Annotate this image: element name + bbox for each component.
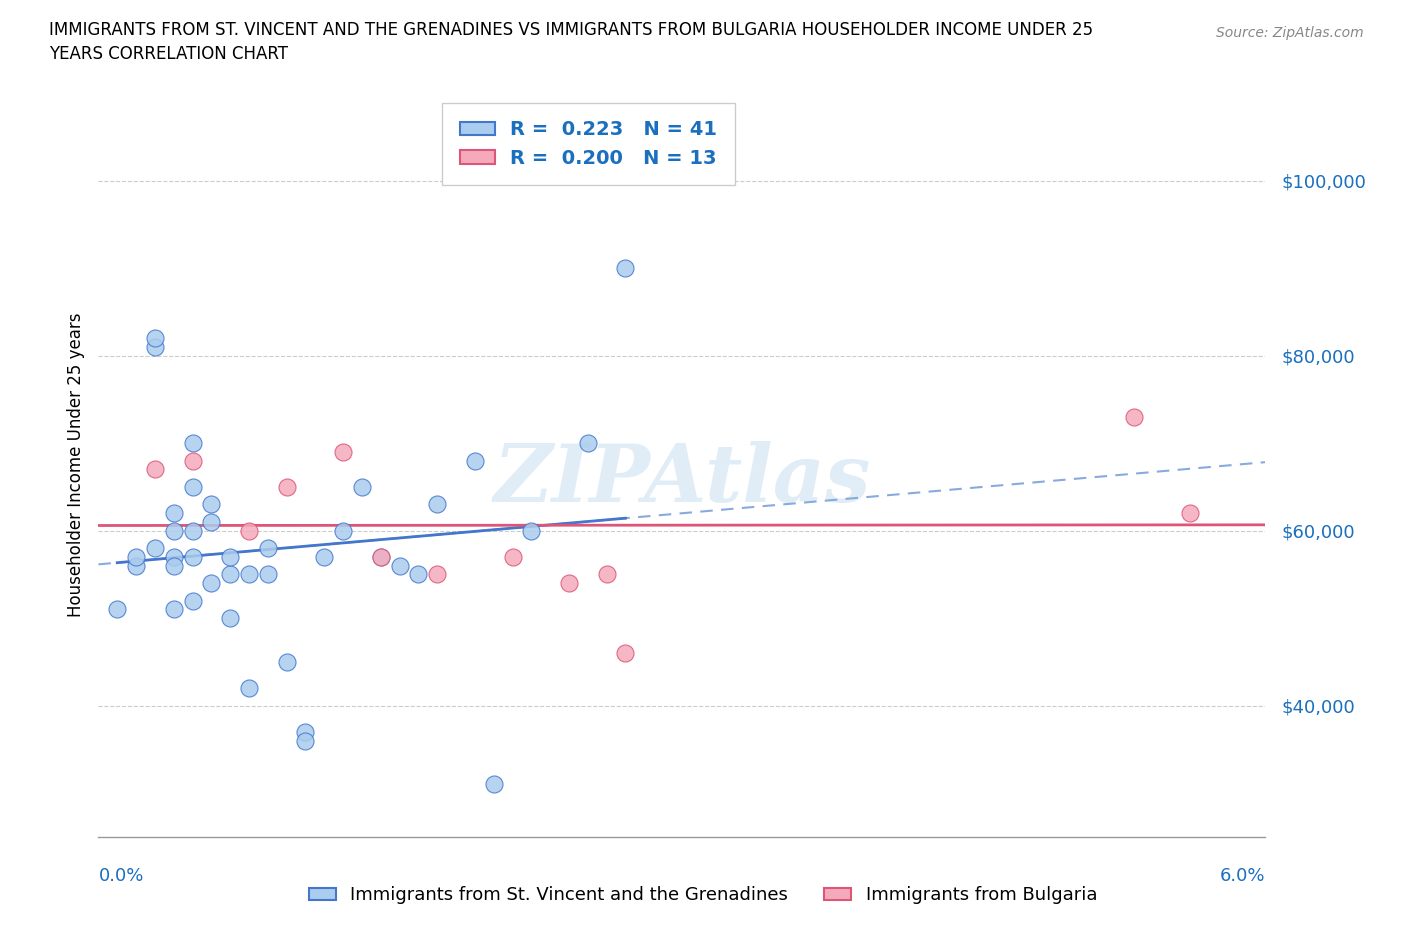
Point bbox=[219, 550, 242, 565]
Point bbox=[520, 524, 543, 538]
Point bbox=[181, 550, 204, 565]
Point bbox=[294, 733, 316, 748]
Point bbox=[256, 540, 278, 555]
Point bbox=[238, 567, 260, 582]
Point bbox=[614, 645, 637, 660]
Point bbox=[219, 611, 242, 626]
Legend: Immigrants from St. Vincent and the Grenadines, Immigrants from Bulgaria: Immigrants from St. Vincent and the Gren… bbox=[301, 879, 1105, 911]
Text: Source: ZipAtlas.com: Source: ZipAtlas.com bbox=[1216, 26, 1364, 40]
Point bbox=[163, 550, 186, 565]
Point bbox=[276, 480, 298, 495]
Point bbox=[238, 524, 260, 538]
Point bbox=[163, 524, 186, 538]
Text: ZIPAtlas: ZIPAtlas bbox=[494, 441, 870, 519]
Point bbox=[1178, 506, 1201, 521]
Point bbox=[163, 558, 186, 573]
Point bbox=[388, 558, 411, 573]
Point bbox=[370, 550, 392, 565]
Point bbox=[350, 480, 373, 495]
Point bbox=[426, 567, 449, 582]
Point bbox=[105, 602, 128, 617]
Point bbox=[238, 681, 260, 696]
Point bbox=[181, 435, 204, 450]
Point bbox=[143, 540, 166, 555]
Point bbox=[332, 445, 354, 459]
Point bbox=[482, 777, 505, 792]
Point bbox=[125, 550, 148, 565]
Point bbox=[1122, 409, 1144, 424]
Point bbox=[558, 576, 581, 591]
Point bbox=[125, 558, 148, 573]
Text: 6.0%: 6.0% bbox=[1220, 867, 1265, 884]
Point bbox=[143, 462, 166, 477]
Point bbox=[614, 260, 637, 275]
Point bbox=[200, 497, 222, 512]
Text: YEARS CORRELATION CHART: YEARS CORRELATION CHART bbox=[49, 45, 288, 62]
Point bbox=[370, 550, 392, 565]
Point bbox=[408, 567, 430, 582]
Point bbox=[200, 514, 222, 529]
Point bbox=[181, 453, 204, 468]
Point bbox=[426, 497, 449, 512]
Point bbox=[595, 567, 617, 582]
Point bbox=[332, 524, 354, 538]
Point bbox=[576, 435, 599, 450]
Y-axis label: Householder Income Under 25 years: Householder Income Under 25 years bbox=[66, 312, 84, 618]
Text: IMMIGRANTS FROM ST. VINCENT AND THE GRENADINES VS IMMIGRANTS FROM BULGARIA HOUSE: IMMIGRANTS FROM ST. VINCENT AND THE GREN… bbox=[49, 21, 1094, 39]
Point bbox=[276, 655, 298, 670]
Point bbox=[163, 602, 186, 617]
Point bbox=[143, 339, 166, 354]
Point bbox=[256, 567, 278, 582]
Point bbox=[163, 506, 186, 521]
Point bbox=[502, 550, 524, 565]
Point bbox=[181, 480, 204, 495]
Legend: R =  0.223   N = 41, R =  0.200   N = 13: R = 0.223 N = 41, R = 0.200 N = 13 bbox=[443, 102, 735, 185]
Point bbox=[181, 524, 204, 538]
Point bbox=[143, 331, 166, 346]
Point bbox=[294, 724, 316, 739]
Text: 0.0%: 0.0% bbox=[98, 867, 143, 884]
Point bbox=[464, 453, 486, 468]
Point bbox=[219, 567, 242, 582]
Point bbox=[200, 576, 222, 591]
Point bbox=[314, 550, 336, 565]
Point bbox=[181, 593, 204, 608]
